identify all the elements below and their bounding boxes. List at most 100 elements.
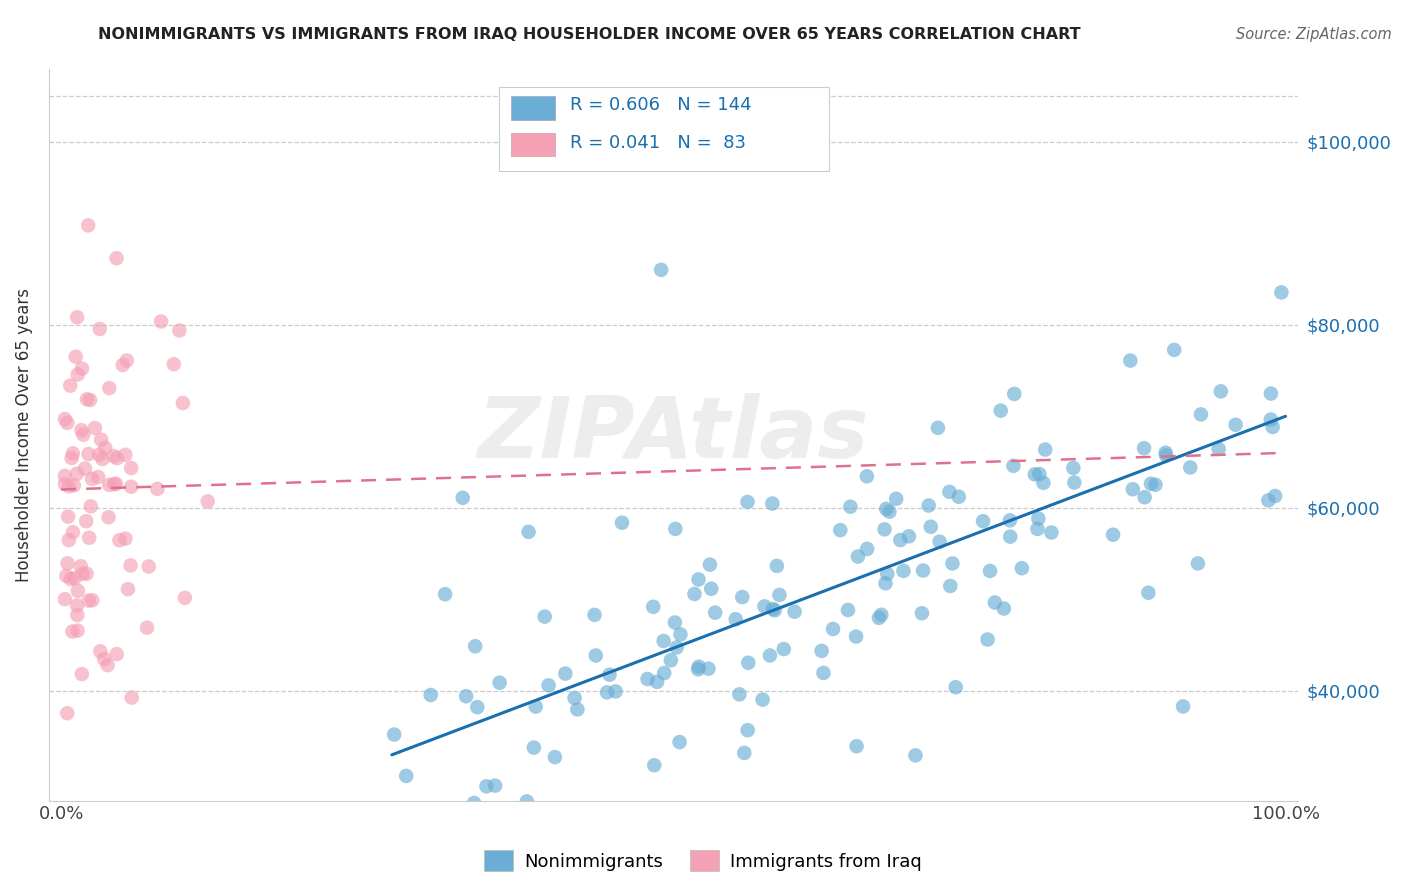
Point [59,378,82,392]
Point [998,513,1021,527]
Point [463,796,485,810]
Point [138,559,160,574]
Point [585,648,607,663]
Point [62,446,84,460]
Point [105,451,128,466]
Text: R = 0.041   N =  83: R = 0.041 N = 83 [569,134,745,153]
Point [884,491,907,506]
Point [583,607,606,622]
Point [688,659,710,673]
Point [120,558,142,573]
Point [464,639,486,653]
Point [77,593,100,607]
Point [1133,441,1156,455]
Point [751,692,773,706]
Point [517,524,540,539]
Point [1163,343,1185,357]
Point [637,672,659,686]
Point [76,566,98,581]
Point [904,748,927,763]
Point [77,219,100,233]
Point [197,494,219,508]
Point [120,461,142,475]
Point [652,634,675,648]
Point [911,606,934,620]
Point [879,505,901,519]
Text: NONIMMIGRANTS VS IMMIGRANTS FROM IRAQ HOUSEHOLDER INCOME OVER 65 YEARS CORRELATI: NONIMMIGRANTS VS IMMIGRANTS FROM IRAQ HO… [98,27,1081,42]
Point [664,522,686,536]
Point [70,361,93,376]
Point [737,495,759,509]
Point [69,559,91,574]
Point [1040,525,1063,540]
Point [77,447,100,461]
Point [60,624,83,639]
Point [537,678,560,692]
Point [659,653,682,667]
Point [58,533,80,547]
Point [475,780,498,794]
Point [821,622,844,636]
Point [93,652,115,666]
Point [1140,476,1163,491]
Point [918,499,941,513]
Point [114,448,136,462]
Point [1144,477,1167,491]
Point [737,723,759,738]
Point [516,794,538,808]
Point [65,350,87,364]
Point [912,564,935,578]
Point [56,706,79,721]
Point [105,647,128,661]
Point [395,769,418,783]
Point [94,441,117,455]
Point [117,582,139,596]
Point [1260,386,1282,401]
Point [1171,699,1194,714]
Point [783,605,806,619]
Text: R = 0.606   N = 144: R = 0.606 N = 144 [569,96,751,114]
Point [927,421,949,435]
Point [163,357,186,371]
Point [104,476,127,491]
Point [1257,493,1279,508]
Point [80,472,103,486]
Point [1000,530,1022,544]
Point [856,469,879,483]
Point [762,602,785,616]
Point [98,478,121,492]
Point [89,448,111,462]
Point [77,531,100,545]
Point [97,658,120,673]
Point [596,685,619,699]
Point [533,609,555,624]
Point [58,479,80,493]
Point [66,583,89,598]
Point [870,607,893,622]
Point [754,599,776,614]
Point [174,591,197,605]
Point [605,684,627,698]
Point [89,644,111,658]
Point [668,735,690,749]
Point [1102,527,1125,541]
Point [990,403,1012,417]
Text: ZIPAtlas: ZIPAtlas [478,393,869,476]
Point [1189,408,1212,422]
Point [683,587,706,601]
Point [1026,522,1049,536]
Point [1154,449,1177,463]
Point [1209,384,1232,399]
Point [79,392,101,407]
Point [1063,475,1085,490]
Point [82,593,104,607]
Point [56,509,79,524]
Point [1002,387,1025,401]
Point [451,491,474,505]
Point [897,529,920,543]
Point [544,750,567,764]
Point [66,467,89,481]
Point [53,469,76,483]
Point [434,587,457,601]
Point [63,478,86,492]
